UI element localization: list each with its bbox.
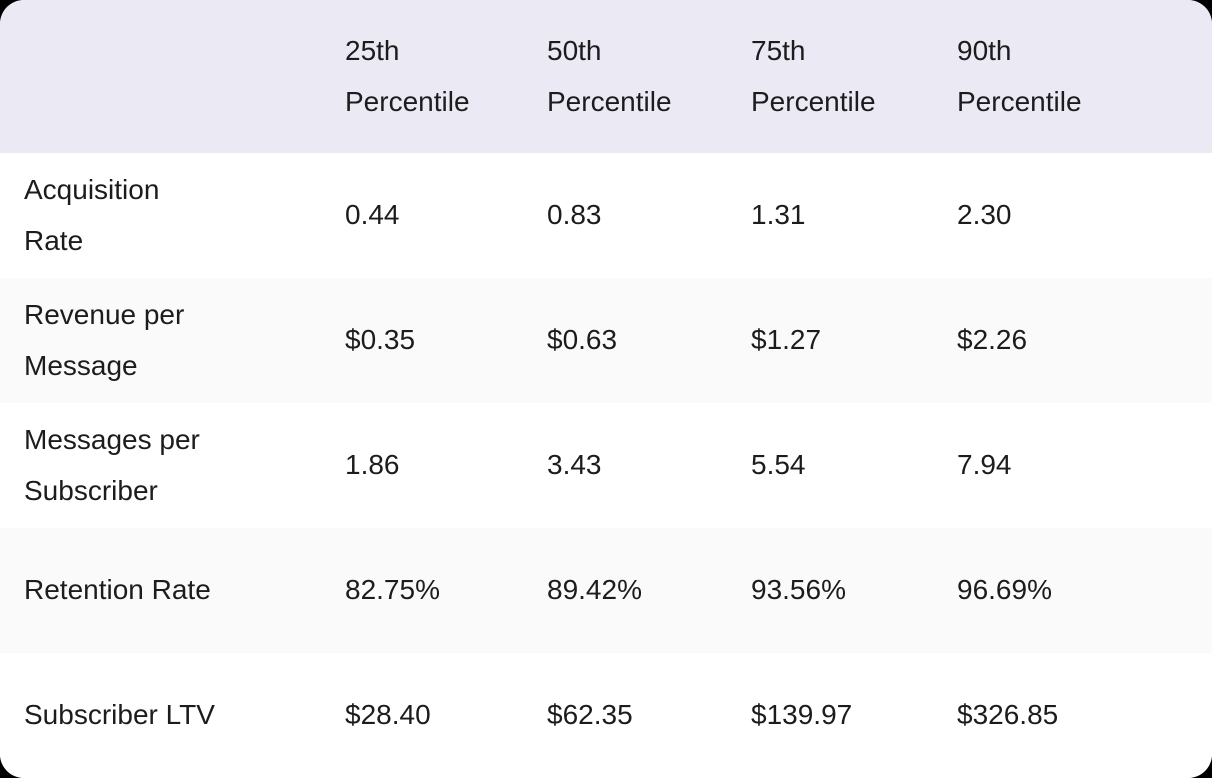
metric-value-cell: $139.97 xyxy=(751,699,853,731)
metric-row-label: Subscriber LTV xyxy=(24,699,215,731)
metric-value-cell: 0.44 xyxy=(345,199,400,231)
metric-value-cell: 7.94 xyxy=(957,449,1012,481)
metric-value-cell: $28.40 xyxy=(345,699,431,731)
metric-value-cell: 89.42% xyxy=(547,574,642,606)
metric-row-label: Revenue per Message xyxy=(24,298,185,381)
metric-value-cell: $0.63 xyxy=(547,324,618,356)
metric-row-label: Messages per Subscriber xyxy=(24,423,200,506)
metric-value-cell: $1.27 xyxy=(751,324,822,356)
metric-row-label: Acquisition Rate xyxy=(24,173,160,256)
table-row: Revenue per Message $0.35 $0.63 $1.27 $2.26 xyxy=(0,278,1212,403)
table-row: Messages per Subscriber 1.86 3.43 5.54 7.94 xyxy=(0,403,1212,528)
metric-value-cell: 0.83 xyxy=(547,199,602,231)
metric-value-cell: $62.35 xyxy=(547,699,633,731)
metric-value-cell: $0.35 xyxy=(345,324,416,356)
table-row: Retention Rate 82.75% 89.42% 93.56% 96.69% xyxy=(0,528,1212,653)
metric-value-cell: 5.54 xyxy=(751,449,806,481)
metric-value-cell: 96.69% xyxy=(957,574,1052,606)
percentile-column-header: 25th Percentile xyxy=(345,34,470,117)
metric-value-cell: 2.30 xyxy=(957,199,1012,231)
metric-value-cell: $2.26 xyxy=(957,324,1028,356)
metric-row-label: Retention Rate xyxy=(24,574,211,606)
table-header-row: 25th Percentile 50th Percentile 75th Perce… xyxy=(0,0,1212,153)
table-row: Acquisition Rate 0.44 0.83 1.31 2.30 xyxy=(0,153,1212,278)
metric-value-cell: 1.31 xyxy=(751,199,806,231)
metric-value-cell: 3.43 xyxy=(547,449,602,481)
table-row: Subscriber LTV $28.40 $62.35 $139.97 $326.85 xyxy=(0,653,1212,778)
metric-value-cell: 82.75% xyxy=(345,574,440,606)
metric-value-cell: 1.86 xyxy=(345,449,400,481)
percentile-column-header: 75th Percentile xyxy=(751,34,876,117)
metric-column-header-empty xyxy=(0,0,321,153)
metric-value-cell: $326.85 xyxy=(957,699,1059,731)
percentile-column-header: 50th Percentile xyxy=(547,34,672,117)
percentile-column-header: 90th Percentile xyxy=(957,34,1082,117)
metric-value-cell: 93.56% xyxy=(751,574,846,606)
